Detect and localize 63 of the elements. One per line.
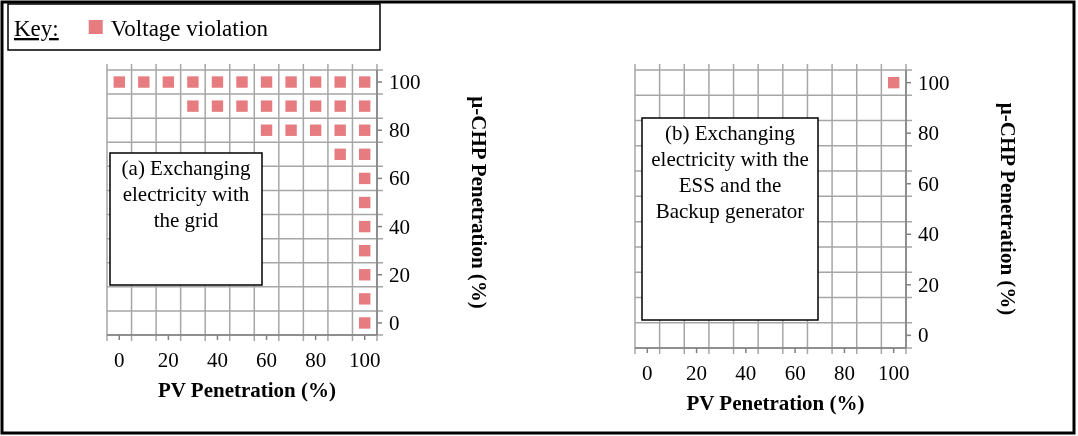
y-tick-label: 60 — [389, 166, 410, 191]
point — [260, 124, 273, 136]
point — [138, 76, 150, 88]
x-tick-label: 0 — [642, 361, 653, 385]
point — [359, 148, 371, 161]
point — [309, 100, 322, 112]
point — [359, 100, 371, 112]
point — [359, 172, 371, 185]
point — [334, 76, 346, 88]
x-axis-title: PV Penetration (%) — [157, 378, 337, 402]
x-tick-label: 80 — [305, 348, 327, 372]
point — [309, 76, 322, 88]
y-tick-label: 100 — [389, 70, 421, 95]
point — [359, 269, 371, 281]
legend-label: Voltage violation — [110, 16, 269, 41]
point — [211, 76, 224, 88]
x-tick-label: 40 — [206, 348, 228, 372]
y-tick-label: 80 — [389, 118, 410, 143]
x-tick-label: 60 — [784, 361, 806, 385]
x-tick-label: 20 — [686, 361, 708, 385]
x-tick-label: 60 — [256, 348, 278, 372]
point — [359, 124, 371, 136]
point — [334, 124, 346, 136]
point — [187, 100, 199, 112]
x-tick-label: 20 — [157, 348, 179, 372]
y-tick-label: 60 — [918, 171, 939, 196]
y-tick-label: 40 — [389, 214, 410, 239]
point — [285, 100, 297, 112]
point — [359, 293, 371, 305]
y-axis-title: µ-CHP Penetration (%) — [467, 96, 491, 309]
point — [260, 100, 273, 112]
y-tick-label: 40 — [918, 222, 939, 247]
y-axis-title: µ-CHP Penetration (%) — [996, 102, 1020, 316]
y-tick-label: 80 — [918, 121, 939, 146]
x-tick-label: 100 — [877, 361, 910, 385]
point — [359, 244, 371, 257]
x-tick-label: 0 — [114, 348, 125, 372]
point — [162, 76, 175, 88]
x-tick-label: 40 — [735, 361, 757, 385]
point — [236, 76, 248, 88]
point — [260, 76, 273, 88]
point — [285, 76, 297, 88]
y-tick-label: 0 — [389, 310, 400, 335]
y-tick-label: 100 — [918, 70, 950, 95]
point — [236, 100, 248, 112]
point — [113, 76, 125, 88]
point — [285, 124, 297, 136]
point — [334, 148, 346, 161]
point — [359, 196, 371, 209]
y-tick-label: 20 — [918, 272, 939, 297]
x-axis-title: PV Penetration (%) — [686, 391, 865, 415]
legend-title: Key: — [14, 16, 59, 41]
x-tick-label: 80 — [833, 361, 855, 385]
y-tick-label: 0 — [918, 323, 929, 348]
point — [309, 124, 322, 136]
point — [359, 220, 371, 233]
y-tick-label: 20 — [389, 262, 410, 287]
point — [359, 76, 371, 88]
point — [334, 100, 346, 112]
x-tick-label: 100 — [348, 348, 381, 372]
point — [211, 100, 224, 112]
point — [187, 76, 199, 88]
point — [359, 317, 371, 329]
